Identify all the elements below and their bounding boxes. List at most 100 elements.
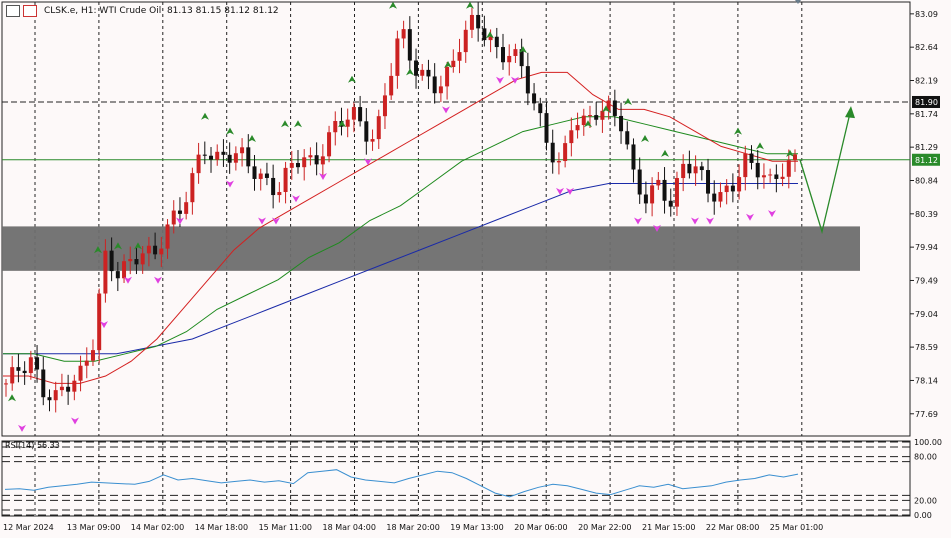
fractal-up-arrow	[389, 1, 397, 9]
candle-body	[706, 170, 711, 194]
candle-body	[165, 224, 170, 249]
x-tick-label: 21 Mar 15:00	[642, 523, 695, 532]
candle-body	[28, 357, 33, 374]
candle-body	[358, 107, 363, 122]
candle-body	[730, 185, 735, 192]
y-tick-label: 79.49	[915, 276, 938, 285]
fractal-up-arrow	[114, 242, 122, 250]
candle-body	[215, 151, 220, 160]
chart-icon-red[interactable]	[23, 5, 37, 17]
candle-body	[463, 29, 468, 53]
candle-body	[476, 14, 481, 29]
candle-body	[22, 370, 27, 374]
fractal-up-arrow	[444, 60, 452, 68]
candle-body	[414, 60, 419, 76]
candle-body	[724, 185, 729, 193]
candle-body	[47, 397, 52, 401]
fractal-down-arrow	[154, 276, 162, 284]
fractal-up-arrow	[134, 242, 142, 250]
candle-body	[575, 125, 580, 131]
fractal-up-arrow	[786, 149, 794, 157]
fractal-down-arrow	[176, 217, 184, 225]
candle-body	[327, 132, 332, 157]
candle-body	[134, 259, 139, 265]
candle-body	[544, 113, 549, 143]
candle-body	[283, 167, 288, 193]
candle-body	[41, 369, 46, 398]
candle-body	[793, 154, 797, 161]
fractal-up-arrow	[466, 1, 474, 9]
candle-body	[786, 160, 791, 177]
x-tick-label: 18 Mar 04:00	[323, 523, 376, 532]
candle-body	[122, 261, 127, 279]
candle-body	[420, 69, 425, 76]
candle-body	[482, 28, 487, 41]
candle-body	[140, 253, 145, 265]
candle-body	[271, 177, 276, 196]
candle-body	[90, 350, 95, 361]
fractal-down-arrow	[566, 187, 574, 195]
candle-body	[619, 115, 624, 132]
candle-body	[674, 178, 679, 207]
candle-body	[59, 386, 64, 391]
candle-body	[432, 76, 437, 94]
chart-header: CLSK.e, H1: WTI Crude Oil 81.13 81.15 81…	[6, 5, 279, 17]
x-tick-label: 20 Mar 06:00	[514, 523, 567, 532]
candle-body	[656, 179, 661, 186]
candle-body	[16, 367, 21, 371]
candle-body	[35, 357, 40, 370]
candle-body	[587, 115, 592, 117]
fractal-down-arrow	[18, 424, 26, 432]
fractal-down-arrow	[292, 195, 300, 203]
candle-body	[606, 100, 611, 111]
ma-mid-line	[3, 116, 798, 362]
candle-body	[737, 177, 742, 192]
candle-body	[743, 153, 748, 178]
candle-body	[662, 179, 667, 201]
candle-body	[376, 116, 381, 140]
y-tick-label: 79.94	[915, 243, 938, 252]
candle-body	[115, 271, 120, 279]
candle-body	[258, 173, 263, 179]
candle-body	[538, 103, 543, 114]
candle-body	[351, 107, 356, 120]
fractal-down-arrow	[706, 217, 714, 225]
candle-body	[364, 121, 369, 142]
candle-body	[594, 115, 599, 120]
y-tick-label: 80.84	[915, 176, 938, 185]
fractal-up-arrow	[8, 394, 16, 402]
rsi-tick-label: 0.00	[914, 511, 932, 520]
y-tick-label: 77.69	[915, 410, 938, 419]
rsi-tick-label: 100.00	[914, 438, 942, 447]
candle-body	[780, 176, 785, 179]
rsi-line	[4, 469, 799, 498]
x-tick-label: 19 Mar 13:00	[450, 523, 503, 532]
candle-body	[532, 93, 537, 104]
fractal-down-arrow	[511, 76, 519, 84]
chart-icon[interactable]	[6, 5, 20, 17]
candle-body	[712, 193, 717, 202]
candle-body	[333, 121, 338, 133]
fractal-up-arrow	[338, 120, 346, 128]
candle-body	[202, 154, 207, 156]
fractal-up-arrow	[348, 75, 356, 83]
candle-body	[177, 210, 182, 214]
candle-body	[78, 365, 83, 381]
candle-body	[184, 202, 189, 214]
candle-body	[569, 130, 574, 144]
candle-body	[233, 153, 238, 163]
candle-body	[246, 147, 251, 167]
fractal-up-arrow	[486, 31, 494, 39]
y-tick-label: 81.74	[915, 110, 938, 119]
current-price-label: 81.12	[915, 156, 938, 165]
candle-body	[221, 151, 226, 155]
candle-body	[451, 60, 456, 68]
candle-body	[308, 155, 313, 158]
candle-body	[525, 66, 530, 94]
candle-body	[302, 157, 307, 168]
rsi-label: RSI(14) 56.33	[5, 441, 60, 450]
forecast-path	[799, 112, 851, 235]
candle-body	[72, 380, 77, 392]
level-price-label: 81.90	[915, 98, 938, 107]
